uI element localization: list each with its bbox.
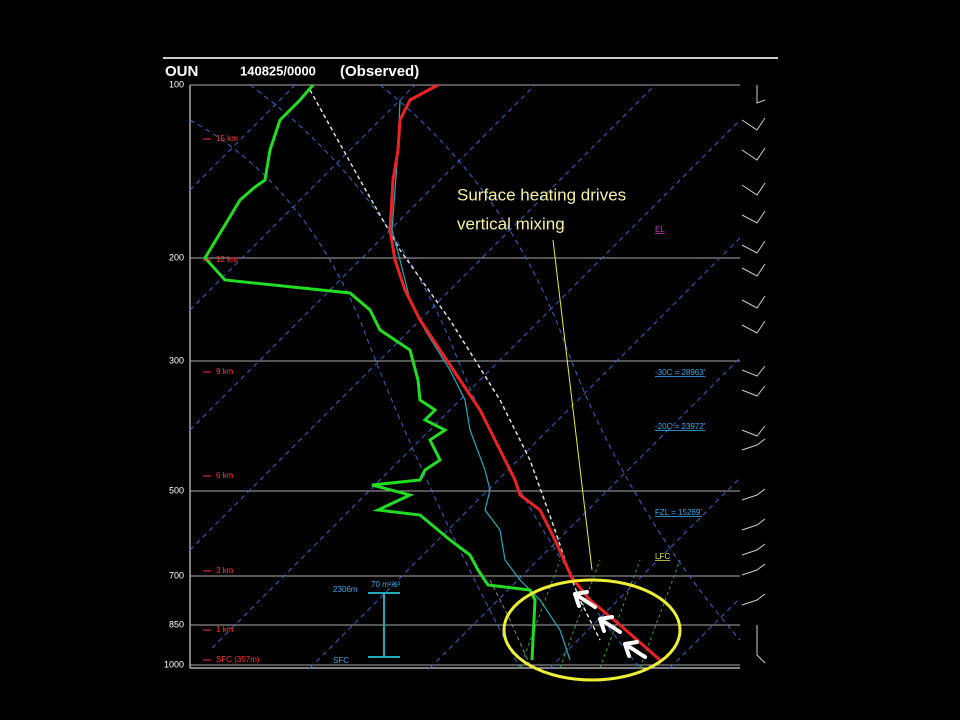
- pressure-label: 100: [169, 79, 184, 89]
- annotation-pointer: [552, 239, 593, 571]
- height-label: 6 km: [216, 471, 234, 480]
- temperature-profile: [388, 83, 661, 662]
- isotherm: [309, 237, 741, 669]
- isotherm: [189, 84, 656, 551]
- isotherm: [189, 84, 416, 311]
- wind-barbs: [741, 85, 766, 664]
- isotherm: [669, 597, 741, 669]
- kind: (Observed): [340, 63, 419, 80]
- isotherm: [211, 119, 741, 649]
- station: OUN: [165, 63, 198, 80]
- mixing-arrows: [573, 590, 647, 659]
- el-label: EL: [655, 225, 665, 234]
- virtual-trace: [489, 579, 531, 666]
- height-label: SFC (357m): [216, 655, 260, 664]
- height-label: 1 km: [216, 625, 234, 634]
- parcel-trace: [309, 89, 601, 641]
- wetbulb-profile: [391, 99, 571, 661]
- helicity-value: 70 m²/s²: [371, 580, 401, 589]
- fzl-label: FZL = 15269': [655, 508, 702, 517]
- annotation-line: vertical mixing: [457, 214, 565, 233]
- pressure-label: 1000: [164, 659, 184, 669]
- pressure-label: 700: [169, 570, 184, 580]
- annotation-line: Surface heating drives: [457, 185, 626, 204]
- minus20-label: -20C = 23972': [655, 422, 706, 431]
- pressure-label: 200: [169, 252, 184, 262]
- arrow: [573, 590, 597, 609]
- lfc-label: LFC: [655, 552, 670, 561]
- pressure-label: 850: [169, 619, 184, 629]
- mixing-line: [519, 559, 561, 669]
- helicity-bottom: SFC: [333, 656, 349, 665]
- height-label: 9 km: [216, 367, 234, 376]
- isobars: [190, 84, 740, 666]
- helicity-top: 2306m: [333, 585, 358, 594]
- arrow: [598, 615, 622, 634]
- height-ticks: [203, 138, 211, 661]
- arrow: [623, 640, 647, 659]
- pressure-label: 500: [169, 485, 184, 495]
- dry-adiabat: [249, 84, 641, 669]
- date: 140825/0000: [240, 63, 316, 78]
- barb: [741, 85, 766, 664]
- dewpoint-profile: [203, 84, 537, 661]
- isotherm: [189, 84, 536, 431]
- minus30-label: -30C = 28963': [655, 368, 706, 377]
- highlight-ellipse: [502, 578, 682, 682]
- mixing-line: [599, 559, 641, 669]
- height-label: 15 km: [216, 134, 238, 143]
- height-label: 12 km: [216, 255, 238, 264]
- height-label: 3 km: [216, 566, 234, 575]
- helicity-bar: [368, 592, 400, 658]
- isotherms: [189, 84, 741, 669]
- pressure-label: 300: [169, 355, 184, 365]
- isotherm: [189, 84, 296, 191]
- dry-adiabat: [379, 84, 741, 641]
